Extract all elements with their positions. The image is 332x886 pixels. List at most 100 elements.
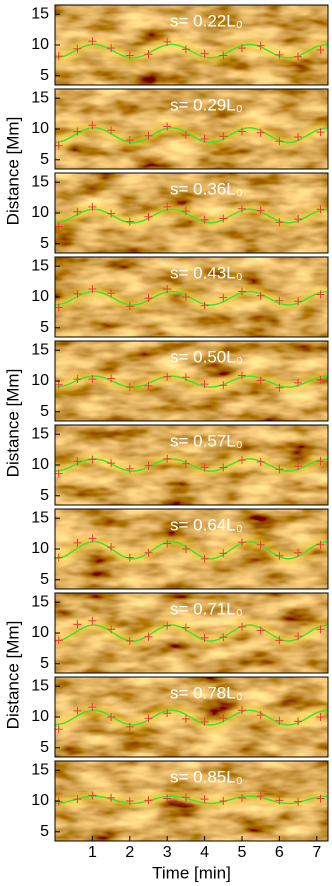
x-axis-label: Time [min]	[152, 863, 231, 882]
y-tick-label: 15	[31, 257, 49, 274]
plot-area	[55, 703, 328, 734]
data-point	[181, 293, 190, 301]
panel-annotation: s= 0.43L₀	[170, 263, 243, 282]
data-point	[219, 293, 228, 302]
data-point	[237, 127, 246, 136]
data-point	[107, 793, 116, 802]
y-axis-label: Distance [Mm]	[3, 117, 22, 226]
y-tick-label: 15	[31, 761, 49, 778]
data-point	[181, 373, 190, 382]
data-point	[88, 285, 97, 293]
y-tick-label: 10	[31, 204, 49, 221]
data-point	[73, 457, 82, 466]
data-point	[237, 622, 246, 631]
data-point	[144, 461, 153, 470]
panel: 5 10 15 s= 0.71L₀ Distance [Mm]	[3, 592, 329, 730]
data-point	[237, 204, 246, 213]
data-point	[294, 215, 303, 224]
data-point	[88, 534, 97, 543]
data-point	[237, 456, 246, 465]
data-point	[200, 795, 209, 804]
panel: 5 10 15 s= 0.78L₀	[31, 676, 329, 758]
panel-annotation: s= 0.85L₀	[170, 767, 243, 786]
plot-area	[55, 616, 328, 646]
data-point	[163, 709, 172, 718]
data-point	[125, 136, 134, 145]
data-point	[275, 296, 284, 305]
panel: 5 10 15 1 2 3 4 5 6 7 s= 0.85L₀ Time [min]	[31, 760, 329, 882]
panel: 5 10 15 s= 0.22L₀	[31, 4, 329, 86]
data-point	[55, 636, 63, 645]
data-point	[294, 548, 303, 557]
y-tick-label: 15	[31, 509, 49, 526]
data-point	[125, 217, 134, 226]
y-tick-label: 15	[31, 425, 49, 442]
data-point	[219, 714, 228, 723]
data-point	[294, 462, 303, 471]
data-point	[275, 50, 284, 59]
data-point	[144, 632, 153, 641]
plot-area	[55, 285, 328, 312]
data-point	[107, 713, 116, 721]
fit-curve	[55, 290, 328, 306]
data-point	[55, 380, 63, 389]
data-point	[163, 285, 172, 293]
data-point	[55, 141, 63, 150]
data-point	[200, 49, 209, 58]
panel: 5 10 15 s= 0.57L₀	[31, 424, 329, 506]
data-point	[256, 626, 265, 635]
plot-area	[55, 202, 328, 231]
data-point	[55, 303, 63, 312]
data-point	[88, 37, 97, 46]
data-point	[294, 797, 303, 806]
data-point	[88, 616, 97, 625]
panel: 5 10 15 s= 0.36L₀	[31, 172, 329, 254]
x-tick-label: 2	[125, 844, 134, 861]
plot-area	[55, 37, 328, 63]
data-point	[237, 706, 246, 715]
data-point	[181, 623, 190, 632]
data-point	[144, 714, 153, 723]
y-tick-label: 10	[31, 288, 49, 305]
data-point	[144, 548, 153, 557]
data-point	[200, 215, 209, 224]
data-point	[163, 454, 172, 463]
y-tick-label: 10	[31, 36, 49, 53]
data-point	[181, 131, 190, 140]
data-point	[256, 711, 265, 720]
x-tick-label: 7	[312, 844, 321, 861]
y-tick-label: 5	[40, 571, 49, 588]
x-tick-label: 6	[275, 844, 284, 861]
data-point	[107, 543, 116, 552]
data-point	[316, 540, 325, 549]
data-point	[144, 294, 153, 303]
data-point	[256, 41, 265, 50]
y-axis-label: Distance [Mm]	[3, 621, 22, 730]
data-point	[219, 463, 228, 472]
data-point	[294, 52, 303, 61]
y-tick-label: 10	[31, 708, 49, 725]
data-point	[55, 222, 63, 231]
x-tick-label: 3	[163, 844, 172, 861]
data-point	[294, 717, 303, 726]
panel: 5 10 15 s= 0.50L₀ Distance [Mm]	[3, 340, 329, 477]
data-point	[200, 633, 209, 642]
panel-annotation: s= 0.78L₀	[170, 683, 243, 702]
data-point	[275, 796, 284, 805]
panel-annotation: s= 0.50L₀	[170, 347, 243, 366]
panel-annotation: s= 0.71L₀	[170, 599, 243, 618]
data-point	[55, 553, 63, 562]
data-point	[55, 469, 63, 478]
data-point	[316, 794, 325, 803]
data-point	[73, 289, 82, 298]
data-point	[275, 716, 284, 725]
data-point	[219, 633, 228, 642]
data-point	[55, 52, 63, 61]
data-point	[144, 50, 153, 59]
data-point	[294, 378, 303, 387]
y-tick-label: 5	[40, 823, 49, 840]
x-tick-label: 4	[200, 844, 209, 861]
data-point	[125, 637, 134, 645]
data-point	[275, 465, 284, 474]
data-point	[125, 553, 134, 562]
